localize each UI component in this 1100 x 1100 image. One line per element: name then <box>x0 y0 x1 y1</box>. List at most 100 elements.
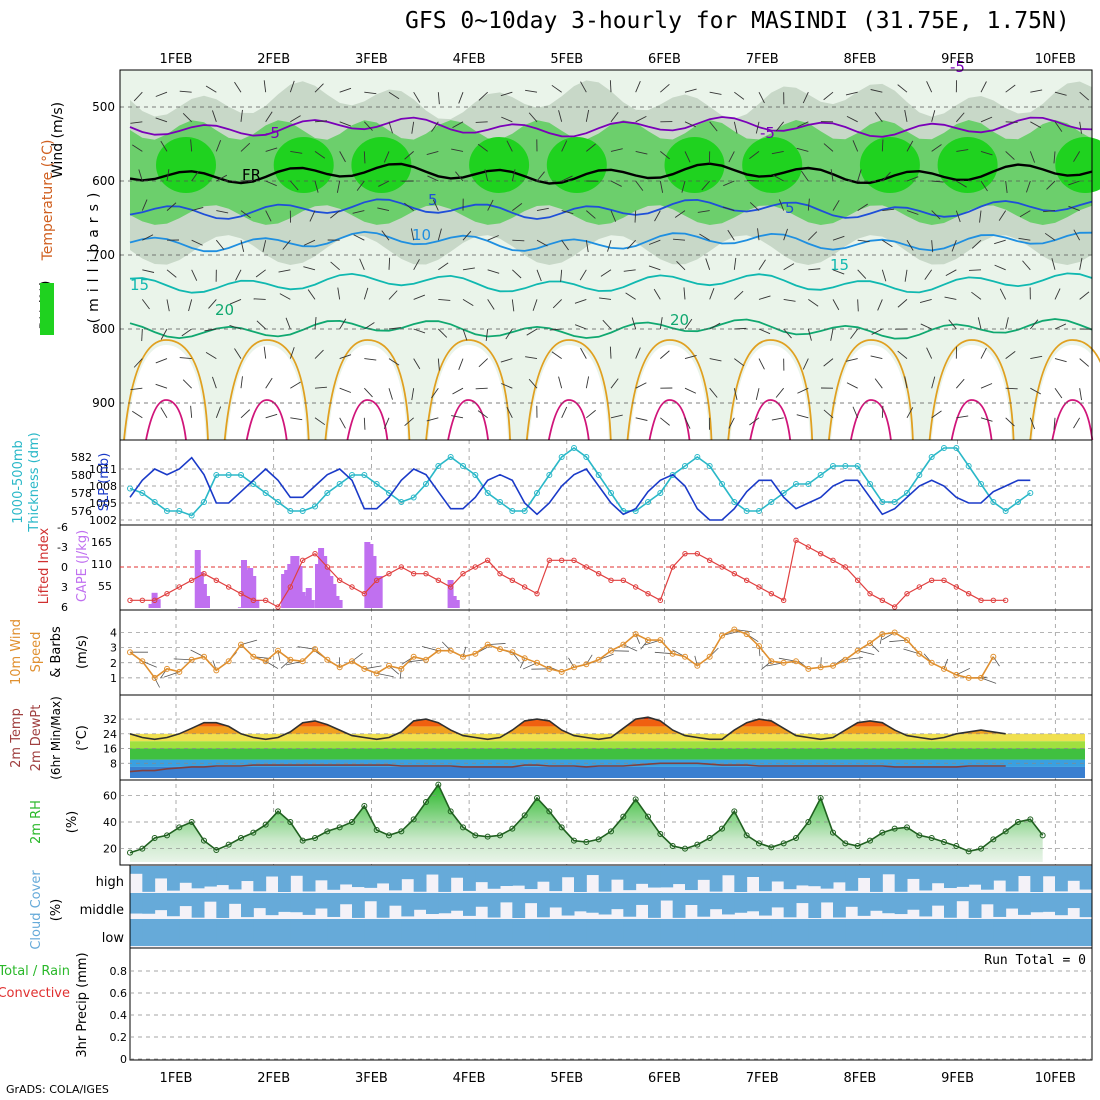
wind-barb <box>749 151 760 159</box>
wind-barb <box>733 121 738 134</box>
wind-barb <box>352 210 365 214</box>
wind-barb <box>256 320 266 330</box>
thickness-line-point <box>151 499 158 505</box>
wind-barb <box>330 261 340 271</box>
wind-barb <box>166 202 177 211</box>
cloud-cover-bar <box>512 866 526 886</box>
wind-barb <box>1079 291 1090 300</box>
thickness-line-point <box>928 454 935 460</box>
wind-speed-line-point <box>608 647 614 654</box>
cloud-cover-bar <box>315 866 328 881</box>
wind-barb <box>561 406 568 418</box>
wind-speed-line-point <box>854 647 861 654</box>
wind-barb <box>586 409 596 419</box>
wind-barb <box>746 179 760 182</box>
wind-barb <box>610 414 623 419</box>
wind-barb <box>1005 417 1015 427</box>
cloud-cover-bar <box>857 919 871 946</box>
cape-bar <box>370 556 377 608</box>
wind-barb <box>383 151 390 163</box>
rh-line-point <box>558 824 565 831</box>
thickness-line-point <box>497 499 503 505</box>
wind-barb <box>749 202 760 211</box>
cloud-cover-bar <box>191 919 205 946</box>
cloud-cover-bar <box>253 893 267 909</box>
thickness-line-point <box>373 481 380 487</box>
wind-barb <box>212 110 217 122</box>
wind-barb <box>314 386 327 389</box>
wind-barb <box>452 387 464 395</box>
y-tick-label-thickness: 582 <box>71 451 92 464</box>
wind-barb <box>337 287 341 300</box>
wind-speed-line-point <box>879 631 886 638</box>
cloud-cover-bar <box>783 919 797 946</box>
wind-barb <box>536 239 548 247</box>
wind-barb <box>381 230 390 241</box>
wind-barb <box>897 350 908 359</box>
wind-barb <box>845 91 858 96</box>
wind-speed-line-point <box>324 656 331 663</box>
cloud-cover-bar <box>907 893 920 910</box>
wind-barb <box>501 116 513 123</box>
cloud-cover-bar <box>475 893 489 907</box>
cloud-cover-bar <box>845 866 859 891</box>
wind-barb <box>757 228 760 241</box>
wind-barb <box>166 299 170 312</box>
li-point <box>768 590 775 597</box>
wind-speed-line-point <box>521 655 528 662</box>
wind-barb <box>956 415 969 419</box>
rh-line-point <box>780 840 787 847</box>
thickness-line-point <box>460 463 466 469</box>
isotherm-line <box>129 230 1093 253</box>
rh-line-point <box>534 795 540 801</box>
cloud-cover-bar <box>586 893 600 913</box>
cloud-cover-bar <box>907 919 920 946</box>
rh-line-point <box>472 832 479 839</box>
wind-barb <box>478 358 488 368</box>
cloud-cover-bar <box>746 893 760 912</box>
thickness-line-point <box>484 490 491 496</box>
wind-barb <box>877 299 883 311</box>
wind-barb <box>426 417 439 422</box>
wind-barb <box>561 239 569 251</box>
wind-speed-line-point <box>990 653 997 660</box>
wind-barb <box>802 92 809 104</box>
cloud-cover-bar <box>857 866 871 878</box>
cloud-cover-bar <box>956 893 970 902</box>
wind-speed-line-point <box>509 649 516 656</box>
wind-barb <box>660 83 670 93</box>
thickness-line-point <box>990 499 997 505</box>
cloud-cover-bar <box>1042 866 1056 877</box>
wind-barb <box>229 298 242 305</box>
wind-barb <box>807 198 810 211</box>
thickness-line-point <box>558 454 565 460</box>
wind-barb <box>388 121 393 134</box>
wind-speed-line-point <box>299 658 306 665</box>
cloud-cover-bar <box>512 919 526 946</box>
wind-barb <box>339 354 352 360</box>
x-date-label-top: 5FEB <box>550 52 583 67</box>
cloud-cover-bar <box>327 866 341 890</box>
cloud-cover-bar <box>561 893 575 916</box>
wind-barb <box>138 169 143 182</box>
wind-barb <box>1029 151 1036 163</box>
wind-barb <box>536 207 549 212</box>
rh-line-point <box>608 828 614 835</box>
wind-barb <box>1030 89 1043 93</box>
wind-barb <box>160 140 168 152</box>
wind-barb <box>552 299 562 309</box>
x-date-label-top: 9FEB <box>941 52 974 67</box>
y-tick-label: 1011 <box>89 463 117 476</box>
wind-barb <box>1026 180 1031 193</box>
cloud-cover-bar <box>870 919 883 946</box>
wind-barb-10m <box>992 656 1000 667</box>
cape-bar <box>154 599 161 608</box>
wind-barb <box>289 80 295 93</box>
wind-barb <box>881 405 884 418</box>
y-tick-label: 3 <box>61 581 68 594</box>
wind-barb <box>881 139 884 152</box>
cloud-cover-bar <box>1055 919 1068 946</box>
isotherm-30 <box>547 399 590 441</box>
wind-barb <box>307 289 316 300</box>
thickness-line-point <box>719 481 725 487</box>
